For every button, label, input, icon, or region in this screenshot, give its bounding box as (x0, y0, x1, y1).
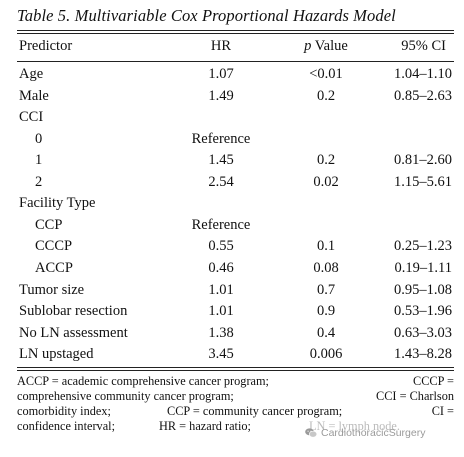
row-ci: 1.04–1.10 (394, 66, 452, 82)
footnote-ln: LN = lymph node. (309, 419, 400, 433)
row-p-value: <0.01 (309, 66, 343, 82)
row-hr: 1.01 (208, 303, 234, 320)
table-row: CCI (0, 109, 464, 130)
row-p-value: 0.02 (313, 173, 339, 190)
header-p-italic: p (304, 38, 312, 54)
footnote-cci-def: comorbidity index; (17, 404, 111, 418)
row-ci: 0.53–1.96 (394, 303, 452, 320)
row-p-value: 0.006 (309, 346, 343, 363)
row-ci: 0.95–1.08 (394, 281, 452, 298)
table-row: Sublobar resection 1.01 0.9 0.53–1.96 (0, 303, 464, 324)
row-hr: 0.46 (208, 260, 234, 276)
row-label: Tumor size (19, 281, 85, 298)
row-ci: 1.15–5.61 (394, 173, 452, 190)
row-label: 0 (35, 130, 43, 147)
row-hr: 1.45 (208, 152, 234, 169)
row-label: No LN assessment (19, 324, 128, 341)
footnote-ccp: CCP = community cancer program; (167, 404, 343, 418)
watermark-text: CardiothoracicSurgery (321, 427, 426, 439)
header-p-text: Value (311, 38, 348, 54)
table-row: 2 2.54 0.02 1.15–5.61 (0, 174, 464, 195)
table-row: ACCP 0.46 0.08 0.19–1.11 (0, 260, 464, 281)
footnote-line: confidence interval; HR = hazard ratio; … (17, 419, 454, 434)
table-row: No LN assessment 1.38 0.4 0.63–3.03 (0, 325, 464, 346)
bottom-rule-inner (17, 370, 454, 371)
row-label: ACCP (35, 260, 73, 276)
table-row: Male 1.49 0.2 0.85–2.63 (0, 88, 464, 109)
row-label: Age (19, 66, 44, 82)
table-row: Age 1.07 <0.01 1.04–1.10 (0, 66, 464, 87)
table-footnote: ACCP = academic comprehensive cancer pro… (17, 374, 454, 434)
row-ci: 1.43–8.28 (394, 346, 452, 363)
row-label: Sublobar resection (19, 303, 128, 320)
footnote-cci: CCI = Charlson (376, 389, 454, 403)
row-ci: 0.81–2.60 (394, 152, 452, 169)
row-label: 2 (35, 173, 43, 190)
row-ci: 0.19–1.11 (394, 260, 452, 276)
footnote-line: comprehensive community cancer program; … (17, 389, 454, 404)
row-label: CCCP (35, 238, 73, 255)
row-p-value: 0.4 (316, 324, 336, 341)
row-p-value: 0.2 (316, 152, 336, 169)
header-p-value: p Value (290, 38, 362, 55)
header-rule (17, 61, 454, 62)
row-hr: Reference (191, 130, 251, 147)
table-row: 0 Reference (0, 131, 464, 152)
table-row: CCCP 0.55 0.1 0.25–1.23 (0, 238, 464, 259)
row-p-value: 0.7 (316, 281, 336, 298)
row-label: Male (19, 87, 49, 104)
header-predictor: Predictor (19, 38, 73, 54)
row-hr: 1.38 (208, 324, 234, 341)
table-row: Tumor size 1.01 0.7 0.95–1.08 (0, 282, 464, 303)
row-p-value: 0.9 (316, 303, 336, 320)
row-hr: 0.55 (208, 238, 234, 255)
footnote-ci-def: confidence interval; (17, 419, 115, 433)
row-hr: 1.01 (208, 281, 234, 298)
footnote-accp: ACCP = academic comprehensive cancer pro… (17, 374, 269, 388)
header-hr: HR (210, 38, 232, 54)
row-label: CCP (35, 216, 63, 233)
footnote-cccp-def: comprehensive community cancer program; (17, 389, 234, 403)
top-rule-inner (17, 33, 454, 34)
table-row: Facility Type (0, 195, 464, 216)
row-label: Facility Type (19, 195, 96, 212)
footnote-ci: CI = (431, 404, 454, 418)
row-ci: 0.85–2.63 (394, 87, 452, 104)
row-p-value: 0.2 (316, 87, 336, 104)
watermark: CardiothoracicSurgery (304, 425, 425, 441)
header-ci: 95% CI (401, 38, 446, 54)
table-row: LN upstaged 3.45 0.006 1.43–8.28 (0, 346, 464, 367)
bottom-rule (17, 367, 454, 368)
table-row: 1 1.45 0.2 0.81–2.60 (0, 152, 464, 173)
row-hr: Reference (191, 216, 251, 233)
row-label: LN upstaged (19, 346, 94, 363)
row-p-value: 0.1 (316, 238, 336, 255)
footnote-hr: HR = hazard ratio; (159, 419, 251, 433)
table-title: Table 5. Multivariable Cox Proportional … (17, 6, 396, 25)
row-label: CCI (19, 109, 44, 126)
footnote-line: ACCP = academic comprehensive cancer pro… (17, 374, 454, 389)
top-rule (17, 30, 454, 31)
row-ci: 0.63–3.03 (394, 324, 452, 341)
row-ci: 0.25–1.23 (394, 238, 452, 255)
table-row: CCP Reference (0, 217, 464, 238)
row-hr: 1.49 (208, 87, 234, 104)
wechat-icon (305, 428, 318, 438)
row-hr: 2.54 (208, 173, 234, 190)
row-p-value: 0.08 (313, 260, 339, 276)
footnote-line: comorbidity index; CCP = community cance… (17, 404, 454, 419)
row-hr: 1.07 (208, 66, 234, 82)
row-label: 1 (35, 152, 43, 169)
row-hr: 3.45 (208, 346, 234, 363)
footnote-cccp: CCCP = (413, 374, 454, 388)
